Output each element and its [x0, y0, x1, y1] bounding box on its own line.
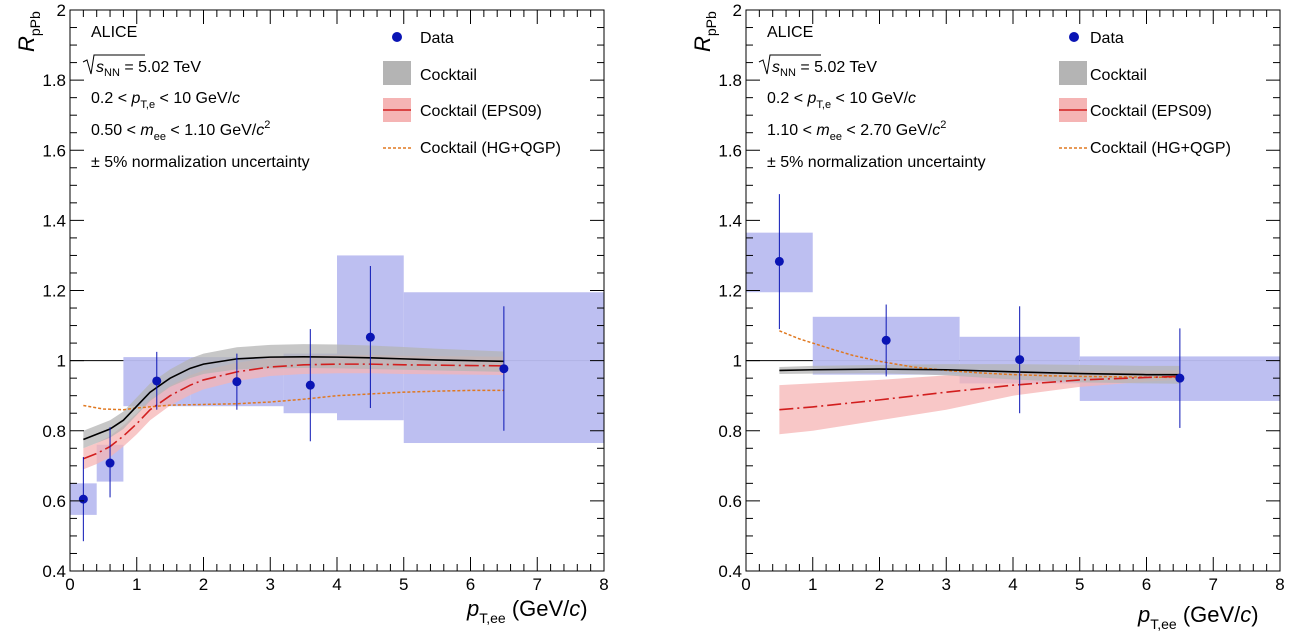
- left-y-tick-label: 1.6: [42, 141, 66, 160]
- left-legend-data-marker: [392, 32, 402, 42]
- right-x-tick-label: 5: [1075, 575, 1084, 594]
- right-panel: 0 1 2 3 4 5 6 7 8 0.4 0.6 0.8 1 1.2 1.4 1.6 1.8 2 ALICE s…: [690, 1, 1285, 632]
- left-legend-hgqgp: Cocktail (HG+QGP): [420, 140, 561, 157]
- right-cocktail-line: [779, 368, 1180, 376]
- left-x-tick-label: 8: [599, 575, 608, 594]
- right-info-block: ALICE sNN = 5.02 TeV 0.2 < pT,e < 10 GeV…: [758, 24, 986, 171]
- left-legend-data: Data: [420, 30, 454, 47]
- right-y-tick-label: 1: [733, 352, 742, 371]
- right-legend-data: Data: [1090, 30, 1124, 47]
- left-pt-cut-label: 0.2 < pT,e < 10 GeV/c: [91, 90, 240, 111]
- right-eps09-line: [779, 375, 1180, 411]
- left-ticks: 0 1 2 3 4 5 6 7 8 0.4 0.6 0.8 1 1.2 1.4 1.6 1.8 2: [42, 1, 608, 594]
- right-data-point: [774, 256, 784, 266]
- right-legend-data-marker: [1069, 32, 1079, 42]
- left-x-tick-label: 6: [466, 575, 475, 594]
- left-panel: 0 1 2 3 4 5 6 7 8 0.4 0.6 0.8 1 1.2 1.4 1.6 1.8 2 ALICE s…: [14, 1, 609, 626]
- right-eps09-band: [779, 370, 1180, 435]
- left-hgqgp-line: [83, 389, 504, 411]
- right-x-axis-title: pT,ee (GeV/c): [1137, 602, 1259, 632]
- right-x-tick-label: 4: [1008, 575, 1017, 594]
- right-legend-cocktail: Cocktail: [1090, 67, 1147, 84]
- left-x-axis-title: pT,ee (GeV/c): [466, 596, 588, 626]
- left-eps09-line: [83, 363, 504, 460]
- left-data-point: [365, 332, 375, 342]
- right-y-tick-label: 1.8: [718, 71, 742, 90]
- left-y-tick-label: 1.8: [42, 71, 66, 90]
- left-x-tick-label: 2: [199, 575, 208, 594]
- right-y-tick-label: 1.6: [718, 141, 742, 160]
- svg-text:RpPb: RpPb: [690, 11, 719, 52]
- right-pt-cut-label: 0.2 < pT,e < 10 GeV/c: [767, 90, 916, 111]
- right-x-tick-label: 7: [1209, 575, 1218, 594]
- left-mass-range-label: 0.50 < mee < 1.10 GeV/c2: [91, 119, 270, 143]
- right-y-tick-label: 0.4: [718, 562, 742, 581]
- left-info-block: ALICE sNN = 5.02 TeV 0.2 < pT,e < 10 GeV…: [82, 24, 310, 171]
- left-data-point: [305, 380, 315, 390]
- left-data-point: [499, 364, 509, 374]
- right-data-point: [1015, 355, 1025, 365]
- left-plot-area: [70, 255, 604, 542]
- right-y-axis-title: RpPb: [690, 11, 719, 52]
- left-y-tick-label: 2: [57, 1, 66, 20]
- right-experiment-label: ALICE: [767, 24, 813, 41]
- right-x-tick-label: 1: [808, 575, 817, 594]
- left-normalization-label: ± 5% normalization uncertainty: [91, 154, 310, 171]
- right-legend: Data Cocktail Cocktail (EPS09) Cocktail …: [1059, 30, 1231, 157]
- right-y-tick-label: 0.8: [718, 422, 742, 441]
- right-x-tick-label: 3: [942, 575, 951, 594]
- right-x-tick-label: 8: [1275, 575, 1284, 594]
- left-legend: Data Cocktail Cocktail (EPS09) Cocktail …: [383, 30, 561, 157]
- right-data-point: [1175, 373, 1185, 383]
- svg-text:RpPb: RpPb: [14, 11, 43, 52]
- left-y-tick-label: 1.4: [42, 211, 66, 230]
- left-y-axis-title: RpPb: [14, 11, 43, 52]
- right-plot-area: [746, 194, 1280, 435]
- right-y-tick-label: 0.6: [718, 492, 742, 511]
- right-normalization-label: ± 5% normalization uncertainty: [767, 154, 986, 171]
- right-x-tick-label: 0: [741, 575, 750, 594]
- left-cocktail-line: [83, 355, 504, 441]
- right-legend-eps09: Cocktail (EPS09): [1090, 103, 1212, 120]
- svg-text:sNN = 5.02 TeV: sNN = 5.02 TeV: [96, 59, 201, 79]
- left-eps09-band: [83, 355, 504, 470]
- left-x-tick-label: 0: [65, 575, 74, 594]
- left-x-tick-label: 7: [533, 575, 542, 594]
- left-x-tick-label: 3: [266, 575, 275, 594]
- right-frame: [745, 9, 1281, 572]
- right-y-tick-label: 1.2: [718, 282, 742, 301]
- left-data-point: [232, 377, 242, 387]
- right-mass-range-label: 1.10 < mee < 2.70 GeV/c2: [767, 119, 946, 143]
- left-experiment-label: ALICE: [91, 24, 137, 41]
- right-x-tick-label: 2: [875, 575, 884, 594]
- left-data-point: [152, 376, 162, 386]
- left-data-point: [78, 494, 88, 504]
- left-x-tick-label: 5: [399, 575, 408, 594]
- right-data-point: [881, 335, 891, 345]
- svg-text:sNN = 5.02 TeV: sNN = 5.02 TeV: [772, 59, 877, 79]
- left-x-tick-label: 4: [332, 575, 341, 594]
- right-x-tick-label: 6: [1142, 575, 1151, 594]
- left-cocktail-band: [83, 344, 504, 449]
- left-y-tick-label: 1: [57, 352, 66, 371]
- right-ticks: 0 1 2 3 4 5 6 7 8 0.4 0.6 0.8 1 1.2 1.4 1.6 1.8 2: [718, 1, 1284, 594]
- left-energy-label: sNN = 5.02 TeV: [82, 54, 201, 79]
- right-energy-label: sNN = 5.02 TeV: [758, 54, 877, 79]
- left-y-tick-label: 0.4: [42, 562, 66, 581]
- left-legend-eps09: Cocktail (EPS09): [420, 103, 542, 120]
- right-legend-hgqgp: Cocktail (HG+QGP): [1090, 140, 1231, 157]
- left-y-tick-label: 0.8: [42, 422, 66, 441]
- left-y-tick-label: 0.6: [42, 492, 66, 511]
- svg-text:pT,ee (GeV/c): pT,ee (GeV/c): [1137, 602, 1259, 632]
- left-legend-cocktail-swatch: [383, 61, 411, 85]
- left-data-point: [105, 458, 115, 468]
- right-legend-cocktail-swatch: [1059, 61, 1087, 85]
- svg-text:pT,ee (GeV/c): pT,ee (GeV/c): [466, 596, 588, 626]
- right-y-tick-label: 1.4: [718, 211, 742, 230]
- right-y-tick-label: 2: [733, 1, 742, 20]
- left-x-tick-label: 1: [132, 575, 141, 594]
- left-y-tick-label: 1.2: [42, 282, 66, 301]
- left-legend-cocktail: Cocktail: [420, 67, 477, 84]
